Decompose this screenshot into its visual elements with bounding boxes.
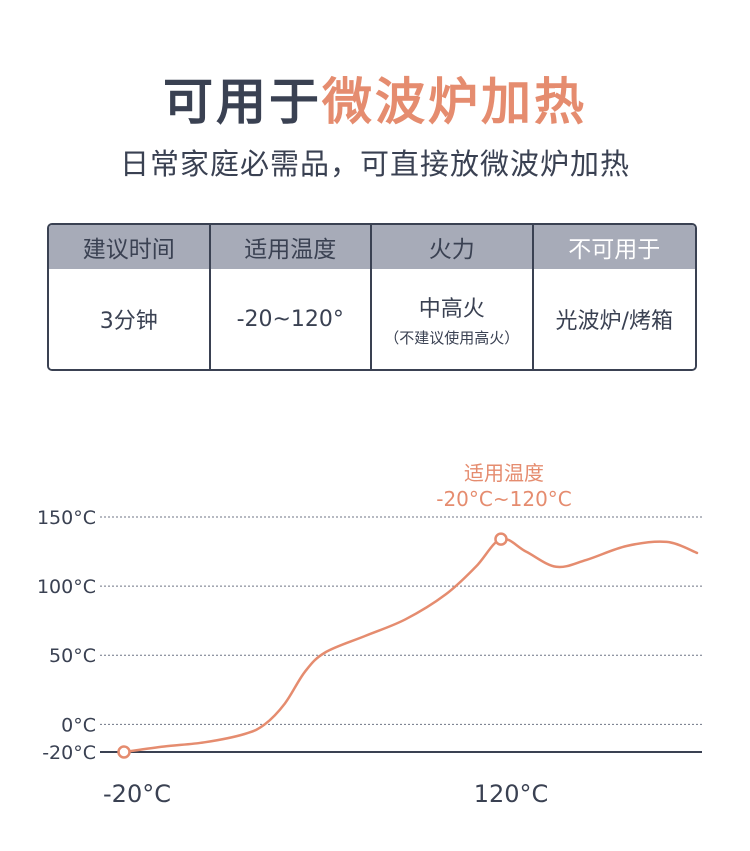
title-dark-part: 可用于 [163, 73, 322, 131]
header-temperature: 适用温度 [210, 225, 372, 269]
power-note: （不建议使用高火） [384, 328, 520, 347]
header-time: 建议时间 [49, 225, 211, 269]
x-label-min: -20°C [103, 780, 171, 808]
spec-header-row: 建议时间 适用温度 火力 不可用于 [49, 225, 695, 269]
temperature-chart: 150°C 100°C 50°C 0°C -20°C -20°C 120°C 适用温度-20°… [37, 461, 702, 808]
data-point-marker [494, 532, 508, 546]
annotation-title: 适用温度 [464, 461, 544, 485]
spec-value-row: 3分钟 -20~120° 中高火 （不建议使用高火） 光波炉/烤箱 [49, 269, 695, 369]
cell-not-for: 光波炉/烤箱 [533, 269, 695, 369]
power-value: 中高火 [418, 296, 485, 322]
cell-time: 3分钟 [49, 269, 211, 369]
annotation-range: -20°C~120°C [436, 487, 572, 511]
header-not-for: 不可用于 [533, 225, 695, 269]
page-title: 可用于微波炉加热 [0, 66, 750, 138]
y-tick-label: 100°C [37, 576, 96, 598]
x-label-max: 120°C [474, 780, 549, 808]
y-tick-label: -20°C [42, 742, 96, 764]
title-accent-part: 微波炉加热 [322, 73, 587, 131]
data-point-marker [117, 745, 131, 759]
series-line [122, 537, 699, 754]
cell-power: 中高火 （不建议使用高火） [372, 269, 534, 369]
cell-temperature: -20~120° [210, 269, 372, 369]
header-power: 火力 [372, 225, 534, 269]
y-tick-label: 150°C [37, 507, 96, 529]
y-tick-label: 0°C [61, 714, 96, 736]
spec-table: 建议时间 适用温度 火力 不可用于 3分钟 -20~120° 中高火 （不建议使用… [47, 223, 697, 371]
y-tick-label: 50°C [49, 645, 96, 667]
page-subtitle: 日常家庭必需品，可直接放微波炉加热 [119, 147, 630, 181]
